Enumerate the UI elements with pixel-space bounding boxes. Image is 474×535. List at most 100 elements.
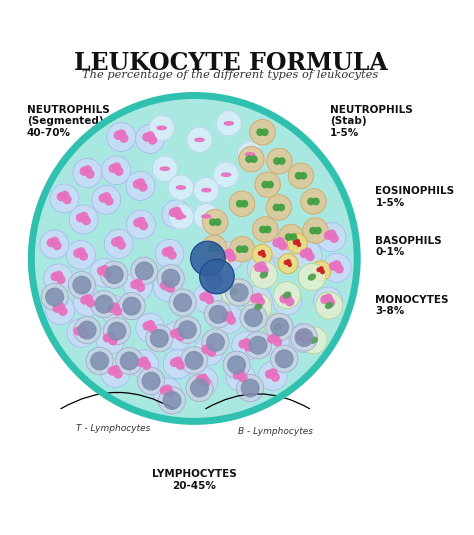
Ellipse shape <box>202 188 211 192</box>
Circle shape <box>118 293 145 320</box>
Circle shape <box>59 307 67 315</box>
Ellipse shape <box>310 337 317 343</box>
Circle shape <box>151 330 168 347</box>
Circle shape <box>228 356 246 373</box>
Circle shape <box>297 243 301 246</box>
Circle shape <box>265 370 273 378</box>
Circle shape <box>222 250 230 258</box>
Circle shape <box>315 227 321 234</box>
Circle shape <box>245 332 272 359</box>
Circle shape <box>74 327 82 335</box>
Circle shape <box>81 296 89 304</box>
Circle shape <box>216 111 241 136</box>
Circle shape <box>245 343 253 351</box>
Circle shape <box>51 273 59 280</box>
Circle shape <box>200 259 234 294</box>
Circle shape <box>316 292 343 319</box>
Circle shape <box>124 272 153 301</box>
Ellipse shape <box>231 288 238 294</box>
Circle shape <box>66 240 95 270</box>
Circle shape <box>152 156 178 181</box>
Circle shape <box>129 350 158 379</box>
Circle shape <box>162 270 180 287</box>
Circle shape <box>136 262 153 280</box>
Circle shape <box>255 172 280 197</box>
Circle shape <box>237 246 243 253</box>
Ellipse shape <box>157 126 166 129</box>
Circle shape <box>257 129 263 135</box>
Circle shape <box>313 198 319 204</box>
Circle shape <box>330 234 338 242</box>
Circle shape <box>44 264 73 293</box>
Circle shape <box>237 201 243 207</box>
Circle shape <box>206 296 213 304</box>
Circle shape <box>276 238 284 246</box>
Circle shape <box>168 204 194 230</box>
Circle shape <box>160 387 168 394</box>
Circle shape <box>279 242 287 250</box>
Circle shape <box>237 374 264 402</box>
Circle shape <box>286 298 294 306</box>
Circle shape <box>306 253 314 261</box>
Circle shape <box>105 266 123 284</box>
Circle shape <box>255 264 262 271</box>
Circle shape <box>98 267 105 275</box>
Circle shape <box>200 266 228 294</box>
Circle shape <box>101 265 109 273</box>
Circle shape <box>164 280 172 288</box>
Text: B - Lymphocytes: B - Lymphocytes <box>238 427 313 436</box>
Circle shape <box>317 268 321 272</box>
Circle shape <box>109 337 117 345</box>
Circle shape <box>271 318 289 336</box>
Circle shape <box>103 317 130 345</box>
Circle shape <box>319 267 323 271</box>
Circle shape <box>189 367 218 396</box>
Circle shape <box>131 281 139 288</box>
Circle shape <box>328 230 336 238</box>
Circle shape <box>116 347 143 374</box>
Circle shape <box>200 374 208 382</box>
Circle shape <box>175 211 183 219</box>
Circle shape <box>214 219 221 225</box>
Ellipse shape <box>260 272 267 278</box>
Circle shape <box>301 250 308 257</box>
Circle shape <box>300 173 307 179</box>
Circle shape <box>149 325 157 333</box>
Circle shape <box>265 230 294 259</box>
Circle shape <box>226 279 253 306</box>
Circle shape <box>78 322 96 339</box>
Ellipse shape <box>326 303 333 308</box>
Circle shape <box>322 254 351 282</box>
Circle shape <box>256 298 264 305</box>
Circle shape <box>267 181 273 188</box>
Circle shape <box>133 180 141 188</box>
Circle shape <box>181 347 208 374</box>
Circle shape <box>120 134 128 142</box>
Circle shape <box>67 318 96 347</box>
Circle shape <box>192 284 221 313</box>
Circle shape <box>196 376 204 384</box>
Circle shape <box>241 201 247 207</box>
Circle shape <box>63 196 71 203</box>
Circle shape <box>96 325 125 354</box>
Circle shape <box>280 295 288 303</box>
Circle shape <box>273 338 282 346</box>
Circle shape <box>137 368 164 395</box>
Circle shape <box>108 322 126 340</box>
Circle shape <box>166 247 173 255</box>
Circle shape <box>278 204 284 211</box>
Circle shape <box>202 346 210 353</box>
Ellipse shape <box>202 215 211 218</box>
Circle shape <box>104 230 133 258</box>
Circle shape <box>223 351 250 378</box>
Circle shape <box>164 385 172 393</box>
Circle shape <box>174 316 201 343</box>
Circle shape <box>191 379 208 397</box>
Circle shape <box>149 136 156 144</box>
Circle shape <box>194 178 219 203</box>
Circle shape <box>258 262 266 270</box>
Ellipse shape <box>195 138 204 141</box>
Text: LEUKOCYTE FORMULA: LEUKOCYTE FORMULA <box>73 51 387 75</box>
Circle shape <box>143 133 151 141</box>
Circle shape <box>267 148 292 174</box>
